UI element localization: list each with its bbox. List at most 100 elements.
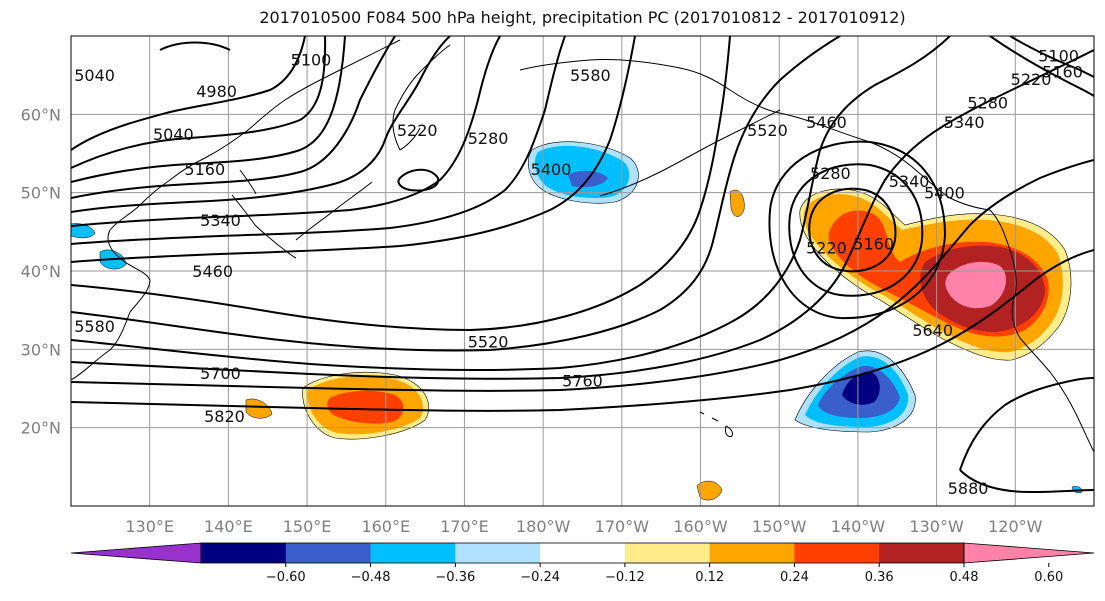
colorbar-swatch	[285, 543, 372, 563]
lon-label: 130°W	[909, 517, 964, 536]
lon-label: 160°E	[361, 517, 410, 536]
contour-label: 5580	[74, 317, 115, 336]
contour-5280	[71, 36, 451, 213]
colorbar-tick-label: −0.12	[605, 570, 645, 585]
contour-label: 5340	[200, 211, 241, 230]
contour-label: 5820	[204, 407, 245, 426]
colorbar-swatch	[794, 543, 880, 563]
map-title: 2017010500 F084 500 hPa height, precipit…	[259, 8, 906, 27]
contour-5160	[71, 36, 346, 183]
contour-label: 5220	[1011, 70, 1052, 89]
precip-patch-east-pacific-peak	[842, 371, 880, 405]
lon-label: 120°W	[988, 517, 1043, 536]
precip-patch-west-pacific-red	[327, 390, 404, 424]
coast-alaska	[519, 58, 991, 211]
contour-label: 5160	[1042, 62, 1083, 81]
colorbar-swatch	[370, 543, 456, 563]
latitude-labels: 20°N 30°N 40°N 50°N 60°N	[21, 105, 61, 437]
contour-label: 5160	[184, 160, 225, 179]
contour-nw-corner	[989, 36, 1094, 97]
map-frame	[70, 35, 1095, 507]
height-contours	[71, 36, 1094, 494]
contour-5100	[71, 36, 327, 169]
precip-patch-small-hawaii	[696, 480, 723, 501]
contour-ring-east-2	[788, 163, 924, 297]
coast-kamchatka	[392, 44, 451, 151]
contour-label: 5460	[806, 113, 847, 132]
colorbar: −0.60 −0.48 −0.36 −0.24 −0.12 0.12 0.24 0.36 0.4…	[70, 542, 1095, 585]
lat-label: 40°N	[21, 262, 61, 281]
lon-label: 180°W	[516, 517, 571, 536]
contour-label: 5040	[153, 125, 194, 144]
contour-label: 5280	[810, 164, 851, 183]
colorbar-swatch	[455, 543, 541, 563]
lat-label: 30°N	[21, 340, 61, 359]
colorbar-tick-label: −0.36	[435, 570, 475, 585]
lat-label: 50°N	[21, 184, 61, 203]
lon-label: 150°E	[283, 517, 332, 536]
contour-label: 5400	[924, 184, 965, 203]
contour-label: 5580	[570, 66, 611, 85]
precip-patch-west-coast-pink	[945, 261, 1007, 309]
precip-patch-small-west-blue	[71, 223, 96, 239]
precipitation-shading	[71, 141, 1083, 501]
contour-5220	[71, 36, 396, 199]
lon-label: 170°E	[440, 517, 489, 536]
contour-5580	[71, 36, 841, 352]
contour-5700	[71, 49, 1094, 380]
lon-label: 140°E	[204, 517, 253, 536]
contour-5460	[71, 36, 636, 263]
contour-label: 5100	[1038, 47, 1079, 66]
colorbar-outline	[200, 542, 965, 564]
contour-5340	[71, 36, 501, 227]
longitude-labels: 130°E 140°E 150°E 160°E 170°E 180°W 170°W 160°W…	[125, 517, 1042, 536]
contour-label: 5520	[468, 333, 509, 352]
colorbar-swatch	[624, 543, 711, 563]
contour-label: 5160	[853, 235, 894, 254]
lat-label: 60°N	[21, 105, 61, 124]
contour-5640	[71, 36, 951, 372]
lon-label: 170°W	[595, 517, 650, 536]
contour-label: 5400	[531, 160, 572, 179]
colorbar-extend-high	[963, 542, 1095, 564]
contour-ring-east-3	[768, 140, 947, 320]
colorbar-tick-label: 0.60	[1034, 570, 1063, 585]
contour-label: 5220	[397, 121, 438, 140]
contour-label: 5880	[948, 479, 989, 498]
precip-patch-small-orange	[245, 398, 273, 419]
contour-label: 5700	[200, 364, 241, 383]
contour-5880	[959, 377, 1094, 494]
contour-5760	[71, 159, 1094, 392]
contour-label: 5460	[192, 262, 233, 281]
contour-closed-low-east	[808, 187, 897, 273]
contour-5400	[71, 36, 566, 245]
coast-kuril	[295, 181, 373, 241]
contour-label: 5100	[291, 51, 332, 70]
colorbar-tick-label: 0.12	[695, 570, 724, 585]
precip-patch-small-alaska	[729, 189, 745, 217]
contour-5040	[71, 36, 306, 151]
contour-label: 5220	[806, 239, 847, 258]
contour-label: 5640	[912, 321, 953, 340]
contour-5520	[71, 36, 731, 332]
contour-label: 5280	[967, 94, 1008, 113]
coast-aleutians	[599, 109, 781, 197]
contour-label: 5340	[889, 172, 930, 191]
colorbar-swatch	[201, 543, 287, 563]
lon-label: 140°W	[831, 517, 886, 536]
lon-label: 130°E	[125, 517, 174, 536]
lon-label: 160°W	[673, 517, 728, 536]
contour-low-center	[397, 168, 440, 192]
contour-label: 5280	[468, 129, 509, 148]
contour-label: 5520	[747, 121, 788, 140]
contour-label: 5760	[562, 372, 603, 391]
colorbar-tick-label: −0.60	[266, 570, 306, 585]
colorbar-tick-label: −0.48	[351, 570, 391, 585]
colorbar-tick-label: 0.48	[950, 570, 979, 585]
contour-4980	[159, 41, 231, 51]
colorbar-tick-label: 0.24	[780, 570, 809, 585]
graticule	[71, 36, 1094, 506]
contour-label: 4980	[196, 82, 237, 101]
contour-5820	[71, 249, 1094, 412]
